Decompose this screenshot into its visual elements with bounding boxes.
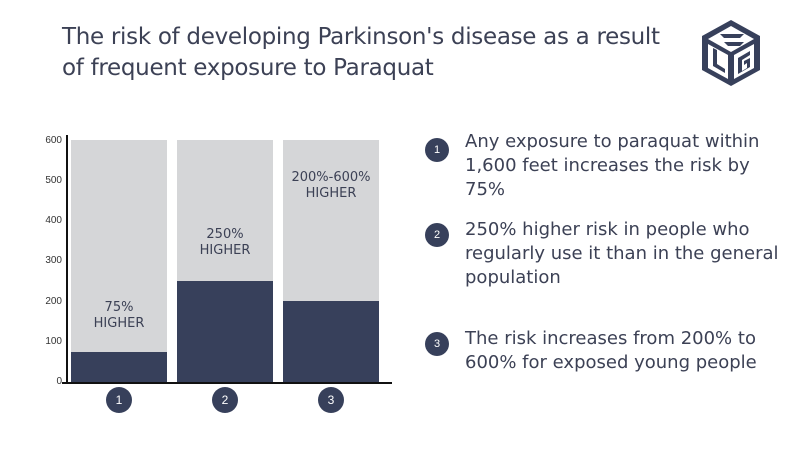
bar-3: 200%-600% HIGHER bbox=[283, 140, 379, 382]
page-title: The risk of developing Parkinson's disea… bbox=[62, 24, 660, 81]
bar-1-value bbox=[71, 352, 167, 382]
legend-text: The risk increases from 200% to 600% for… bbox=[465, 328, 757, 373]
cube-logo-icon bbox=[702, 20, 760, 86]
legend-badge: 3 bbox=[425, 332, 449, 356]
legend-badge: 2 bbox=[425, 223, 449, 247]
bar-3-value bbox=[283, 301, 379, 382]
y-tick: 200 bbox=[45, 296, 62, 307]
bar-2-badge: 2 bbox=[212, 387, 238, 413]
legend-text: 250% higher risk in people who regularly… bbox=[465, 219, 779, 288]
y-tick: 400 bbox=[45, 215, 62, 226]
bar-3-badge: 3 bbox=[318, 387, 344, 413]
y-tick: 100 bbox=[45, 336, 62, 347]
y-tick: 500 bbox=[45, 175, 62, 186]
y-tick: 300 bbox=[45, 255, 62, 266]
legend-text: Any exposure to paraquat within 1,600 fe… bbox=[465, 131, 760, 200]
bar-2-label: 250% HIGHER bbox=[199, 227, 251, 258]
bar-chart: 600 500 400 300 200 100 0 75% HIGHER 250… bbox=[45, 135, 392, 413]
x-axis bbox=[62, 382, 392, 384]
legend-badge: 1 bbox=[425, 138, 449, 162]
y-axis bbox=[66, 135, 68, 383]
bar-1-label: 75% HIGHER bbox=[93, 300, 145, 331]
bar-1-badge: 1 bbox=[106, 387, 132, 413]
y-tick: 0 bbox=[56, 376, 62, 387]
bar-1: 75% HIGHER bbox=[71, 140, 167, 382]
y-tick: 600 bbox=[45, 135, 62, 146]
bar-2-value bbox=[177, 281, 273, 382]
bar-2: 250% HIGHER bbox=[177, 140, 273, 382]
bar-3-label: 200%-600% HIGHER bbox=[291, 170, 371, 201]
